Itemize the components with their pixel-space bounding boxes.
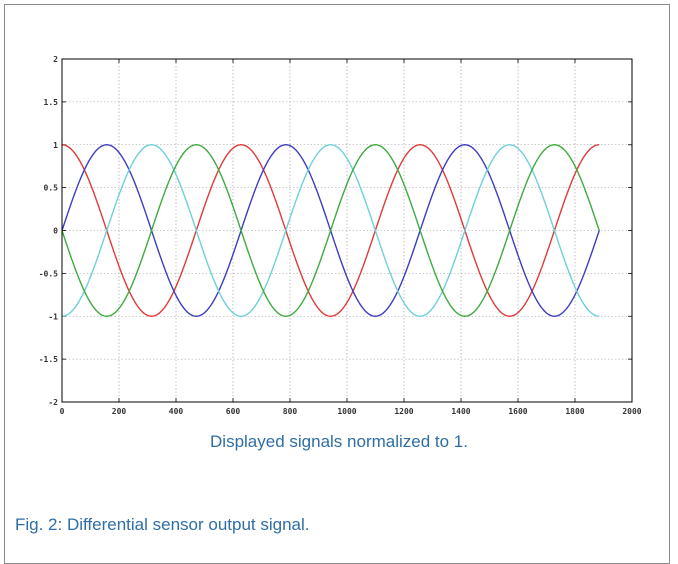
series-line-4 — [61, 144, 600, 317]
x-tick-label: 0 — [60, 407, 65, 416]
chart-area: 0 200 400 600 800 1000 1200 1400 1600 1800 2000 2 1.… — [20, 45, 650, 425]
x-tick-label: 2000 — [622, 407, 641, 416]
x-tick-label: 1200 — [394, 407, 413, 416]
series-line-3 — [61, 144, 600, 317]
y-tick-label: -0.5 — [39, 269, 58, 278]
figure-label: Fig. 2: Differential sensor output signa… — [15, 515, 310, 534]
series-line-1 — [61, 144, 600, 317]
x-tick-label: 1000 — [337, 407, 356, 416]
line-chart: 0 200 400 600 800 1000 1200 1400 1600 1800 2000 2 1.… — [39, 55, 642, 416]
y-tick-label: -2 — [48, 398, 58, 407]
y-tick-label: 1 — [53, 141, 58, 150]
x-tick-label: 600 — [226, 407, 241, 416]
y-tick-label: 1.5 — [44, 98, 59, 107]
y-tick-label: 2 — [53, 55, 58, 64]
chart-caption: Displayed signals normalized to 1. — [210, 432, 468, 451]
x-tick-label: 1600 — [508, 407, 527, 416]
plot-border — [61, 58, 633, 403]
x-tick-label: 1400 — [451, 407, 470, 416]
x-tick-label: 200 — [112, 407, 127, 416]
x-tick-label: 400 — [169, 407, 184, 416]
x-tick-label: 1800 — [565, 407, 584, 416]
y-tick-label: 0.5 — [44, 184, 59, 193]
x-tick-label: 800 — [283, 407, 298, 416]
y-tick-label: 0 — [53, 227, 58, 236]
y-tick-label: -1.5 — [39, 355, 58, 364]
y-tick-label: -1 — [48, 312, 58, 321]
